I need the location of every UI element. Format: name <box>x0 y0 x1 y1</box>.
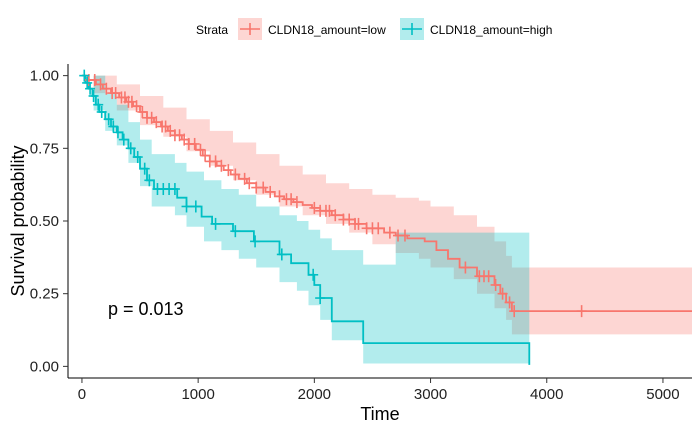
legend: Strata CLDN18_amount=low CLDN18_amount=h… <box>196 18 552 40</box>
censor-mark-low <box>353 217 364 230</box>
censor-mark-low <box>384 226 395 239</box>
censor-mark-low <box>89 73 100 86</box>
censor-mark-high <box>108 120 119 133</box>
censor-mark-high <box>125 142 136 155</box>
x-axis-ticks: 0 1000 2000 3000 4000 5000 <box>78 378 680 403</box>
censor-mark-high <box>276 248 287 261</box>
censor-mark-low <box>151 116 162 129</box>
censor-mark-low <box>309 201 320 214</box>
censor-mark-low <box>324 204 335 217</box>
censor-marks <box>79 69 587 318</box>
x-tick-label: 3000 <box>414 386 447 403</box>
x-tick-label: 1000 <box>181 386 214 403</box>
censor-mark-low <box>137 105 148 118</box>
censor-mark-low <box>460 261 471 274</box>
censor-mark-low <box>101 82 112 95</box>
censor-mark-low <box>483 270 494 283</box>
y-axis-title: Survival probability <box>8 145 28 296</box>
legend-key-high <box>400 18 424 40</box>
censor-mark-low <box>286 193 297 206</box>
censor-mark-low <box>258 181 269 194</box>
censor-mark-low <box>490 278 501 291</box>
y-tick-label: 1.00 <box>30 68 59 85</box>
censor-mark-high <box>210 217 221 230</box>
legend-label-low: CLDN18_amount=low <box>268 23 386 37</box>
censor-mark-low <box>504 296 515 309</box>
censor-mark-high <box>118 133 129 146</box>
censor-mark-high <box>308 268 319 281</box>
x-tick-label: 5000 <box>646 386 679 403</box>
censor-mark-low <box>576 305 587 318</box>
censor-mark-high <box>181 200 192 213</box>
censor-mark-high <box>79 69 90 82</box>
y-tick-label: 0.50 <box>30 213 59 230</box>
censor-mark-low <box>291 196 302 209</box>
x-tick-label: 2000 <box>298 386 331 403</box>
y-axis-ticks: 0.00 0.25 0.50 0.75 1.00 <box>30 68 68 375</box>
x-axis-title: Time <box>360 404 399 424</box>
y-tick-label: 0.75 <box>30 140 59 157</box>
censor-mark-low <box>274 190 285 203</box>
confidence-band-low <box>81 75 692 335</box>
confidence-bands <box>81 75 692 364</box>
censor-mark-low <box>399 229 410 242</box>
censor-mark-low <box>210 155 221 168</box>
censor-mark-low <box>497 287 508 300</box>
censor-mark-low <box>131 100 142 113</box>
p-value-annotation: p = 0.013 <box>108 299 184 319</box>
legend-label-high: CLDN18_amount=high <box>430 23 552 37</box>
censor-mark-high <box>190 200 201 213</box>
confidence-band-high <box>81 75 530 364</box>
censor-mark-high <box>230 225 241 238</box>
censor-mark-high <box>144 174 155 187</box>
legend-key-low <box>238 18 262 40</box>
censor-mark-high <box>169 183 180 196</box>
censor-mark-high <box>85 82 96 95</box>
censor-mark-low <box>373 222 384 235</box>
censor-mark-low <box>244 177 255 190</box>
legend-title: Strata <box>196 23 228 37</box>
y-tick-label: 0.00 <box>30 358 59 375</box>
censor-mark-low <box>216 159 227 172</box>
censor-mark-high <box>250 235 261 248</box>
censor-mark-high <box>96 105 107 118</box>
censor-mark-low <box>110 87 121 100</box>
censor-mark-high <box>103 113 114 126</box>
censor-mark-high <box>88 89 99 102</box>
x-tick-label: 0 <box>78 386 86 403</box>
censor-mark-high <box>315 292 326 305</box>
censor-mark-high <box>112 126 123 139</box>
censor-mark-low <box>95 78 106 91</box>
censor-mark-low <box>230 168 241 181</box>
censor-mark-high <box>132 151 143 164</box>
censor-mark-low <box>509 305 520 318</box>
y-tick-label: 0.25 <box>30 286 59 303</box>
x-tick-label: 4000 <box>530 386 563 403</box>
censor-mark-low <box>265 185 276 198</box>
censor-mark-low <box>330 209 341 222</box>
censor-mark-low <box>195 143 206 156</box>
censor-mark-high <box>139 162 150 175</box>
censor-mark-low <box>223 164 234 177</box>
censor-mark-low <box>189 137 200 150</box>
censor-mark-high <box>93 98 104 111</box>
censor-mark-low <box>200 149 211 162</box>
censor-mark-low <box>344 213 355 226</box>
